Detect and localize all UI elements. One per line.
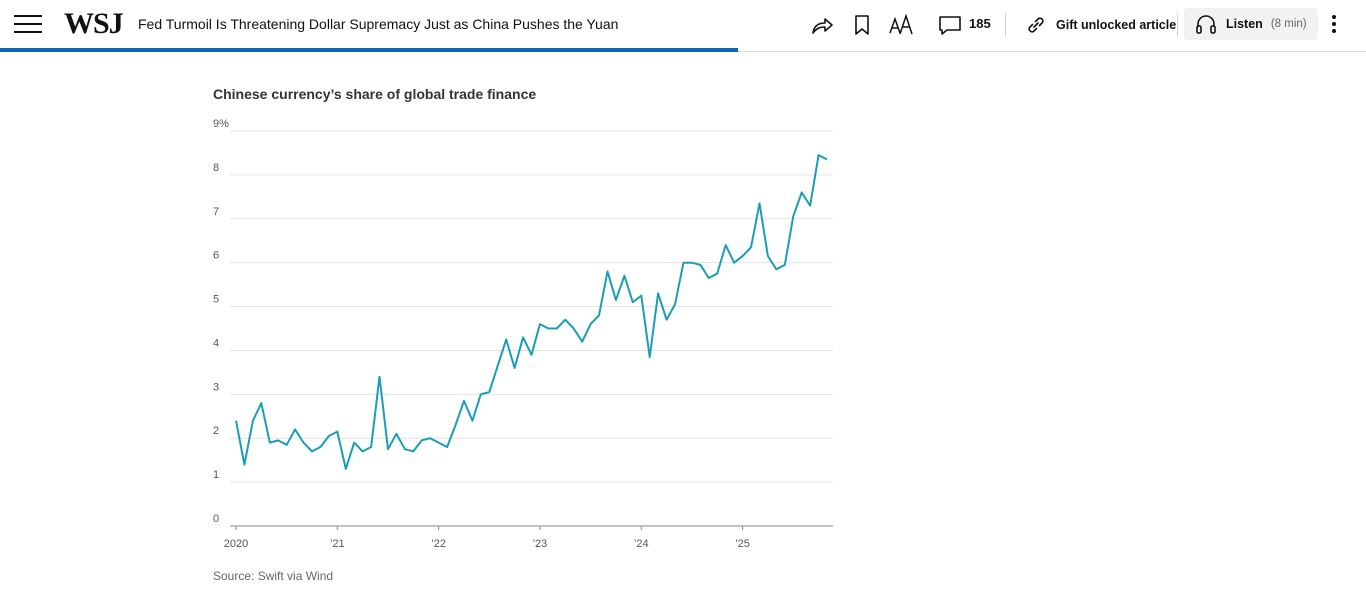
y-tick-label: 8	[213, 162, 219, 174]
y-tick-label: 7	[213, 206, 219, 218]
gift-article-label: Gift unlocked article	[1056, 18, 1177, 32]
menu-icon[interactable]	[14, 12, 42, 36]
share-icon[interactable]	[809, 12, 835, 38]
gift-article-button[interactable]: Gift unlocked article	[1024, 12, 1176, 38]
y-tick-label: 2	[213, 425, 219, 437]
more-icon[interactable]	[1324, 12, 1344, 38]
series-line-yuan-share	[235, 154, 828, 470]
listen-duration: (8 min)	[1270, 18, 1307, 30]
headphones-icon	[1196, 15, 1216, 34]
comment-count[interactable]: 185	[969, 16, 991, 31]
article-headline: Fed Turmoil Is Threatening Dollar Suprem…	[138, 16, 619, 32]
listen-label: Listen	[1226, 17, 1263, 31]
line-chart: 0 1 2 3 4 5 6 7 8 9% 2020 ’21 ’22 ’23 ’24 ’25	[213, 118, 833, 550]
listen-button[interactable]: Listen (8 min)	[1184, 8, 1318, 40]
comment-icon[interactable]	[937, 12, 963, 38]
y-tick-label: 3	[213, 381, 219, 393]
gift-link-icon	[1028, 17, 1044, 33]
y-tick-label: 5	[213, 294, 219, 306]
chart-source: Source: Swift via Wind	[213, 569, 334, 583]
reading-progress-bar	[0, 48, 738, 52]
x-tick-label: ’25	[735, 538, 750, 550]
y-tick-label: 1	[213, 469, 219, 481]
y-tick-label: 9%	[213, 118, 229, 130]
toolbar-divider	[1005, 13, 1006, 37]
x-tick-label: ’21	[330, 538, 345, 550]
chart-title: Chinese currency’s share of global trade…	[213, 86, 537, 102]
top-navigation-bar: WSJ Fed Turmoil Is Threatening Dollar Su…	[0, 0, 1366, 52]
wsj-logo[interactable]: WSJ	[64, 7, 124, 40]
x-tick-label: 2020	[224, 538, 248, 550]
y-tick-label: 6	[213, 250, 219, 262]
bookmark-icon[interactable]	[849, 12, 875, 38]
toolbar-divider	[1177, 13, 1178, 37]
y-tick-label: 4	[213, 337, 219, 349]
x-tick-label: ’22	[431, 538, 446, 550]
text-size-icon[interactable]	[888, 12, 914, 38]
x-tick-label: ’23	[533, 538, 548, 550]
x-tick-label: ’24	[634, 538, 649, 550]
y-tick-label: 0	[213, 513, 219, 525]
